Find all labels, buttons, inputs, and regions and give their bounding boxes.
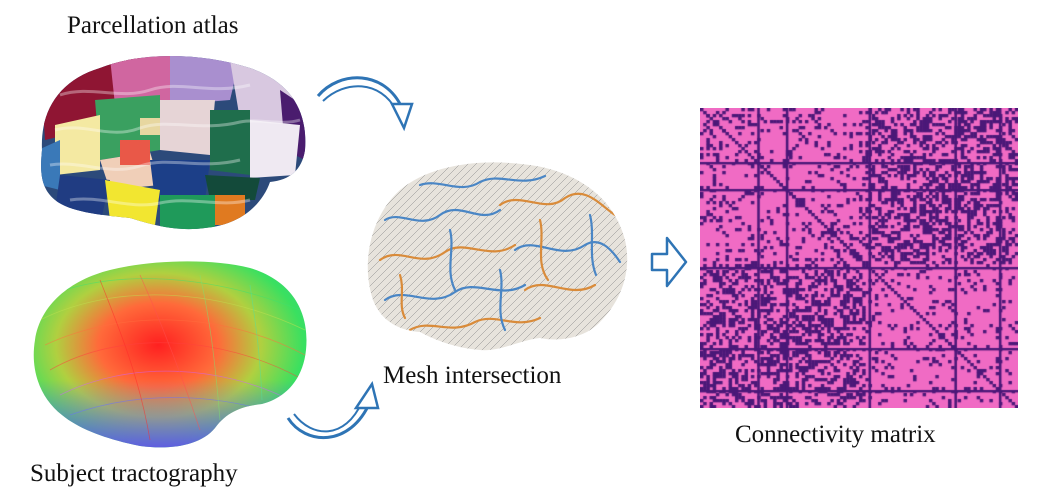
connectivity-matrix-label: Connectivity matrix [735, 421, 936, 448]
hollow-right-arrow-icon [650, 236, 688, 288]
parcellation-atlas-label: Parcellation atlas [67, 12, 239, 39]
curved-arrow-icon [286, 401, 372, 439]
mesh-intersection-image [367, 162, 628, 351]
mesh-intersection-label: Mesh intersection [383, 362, 562, 389]
connectivity-matrix-heatmap [700, 108, 1018, 408]
connectivity-matrix-image [700, 108, 1018, 408]
curved-arrow-head-icon [353, 380, 380, 410]
curved-arrow-icon [316, 76, 404, 111]
subject-tractography-label: Subject tractography [30, 460, 238, 487]
curved-arrow-head-icon [389, 102, 414, 132]
parcellation-atlas-image [41, 56, 306, 230]
subject-tractography-image [33, 261, 307, 448]
